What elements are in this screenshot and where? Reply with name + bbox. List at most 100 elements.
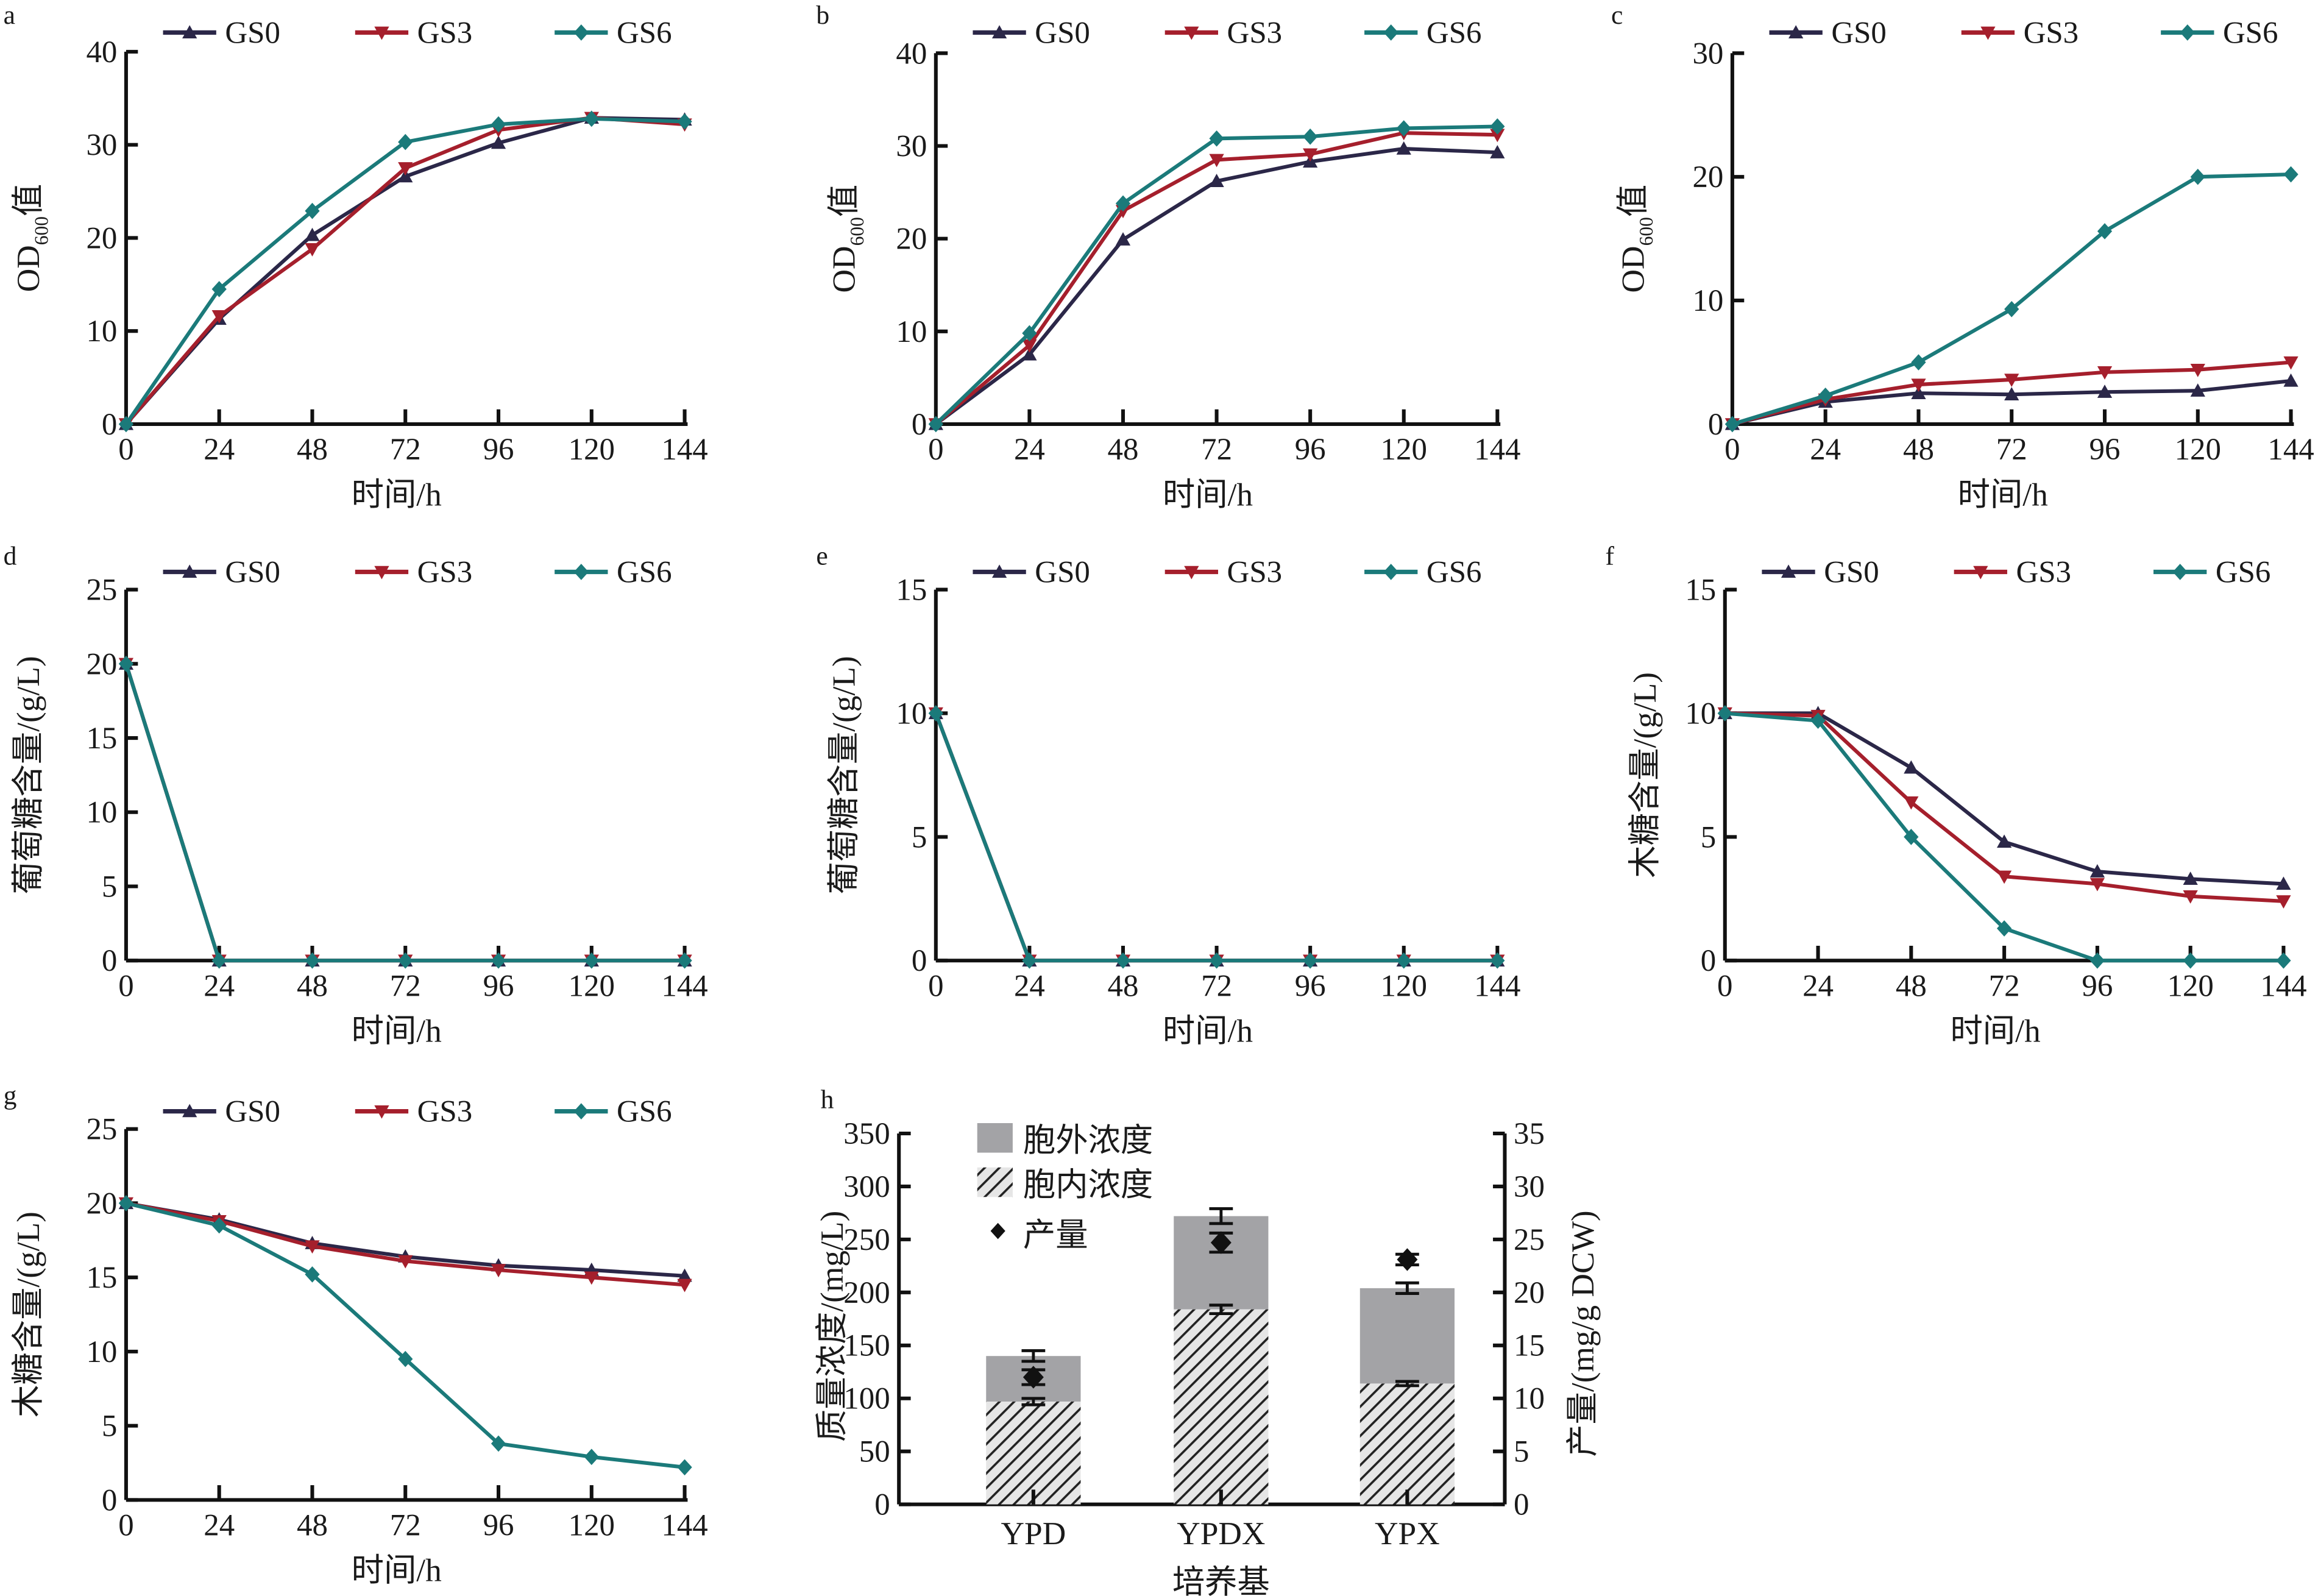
panel-h: h 0 50 100 150 200 250 300 350 0 5 10 15 20 25 30 35 YPD Y…: [813, 1085, 1601, 1596]
y-tick-label: 200: [843, 1276, 890, 1310]
legend-marker-icon: [1184, 566, 1199, 580]
x-tick-label: 144: [1474, 433, 1520, 467]
data-point: [118, 416, 134, 433]
y-tick-label: 20: [86, 221, 117, 255]
x-tick-label: 144: [661, 433, 707, 467]
legend-marker-icon: [990, 1222, 1005, 1240]
legend-label: 产量: [1023, 1216, 1088, 1253]
data-point: [1490, 129, 1505, 143]
panel-a: a 0 10 20 30 40 0 24 48 72 96 120 144 时间/h OD600值 GS0 GS…: [4, 1, 708, 513]
data-point: [211, 952, 227, 969]
legend-label: GS3: [2016, 555, 2072, 589]
legend-label: GS6: [1427, 16, 1482, 50]
data-point: [1911, 386, 1926, 399]
legend-marker-icon: [2172, 564, 2188, 580]
bar-extracellular: [1359, 1288, 1455, 1384]
y-tick-label: 5: [1701, 820, 1716, 854]
y-axis-label: 葡萄糖含量/(g/L): [825, 656, 862, 894]
data-point: [1396, 141, 1411, 155]
x-axis-label: 时间/h: [1950, 1013, 2040, 1049]
data-point: [1022, 952, 1037, 969]
y-tick-label: 50: [859, 1435, 890, 1469]
series-GS6: [118, 655, 692, 969]
legend-marker-icon: [182, 25, 197, 39]
x-tick-label: 72: [390, 1509, 421, 1543]
x-tick-label: 96: [2082, 969, 2113, 1003]
data-point: [584, 1271, 599, 1285]
data-point: [1115, 232, 1131, 246]
y-tick-label: 0: [102, 1483, 117, 1517]
data-point: [1818, 387, 1833, 404]
y-tick-label: 25: [86, 1113, 117, 1147]
x-tick-label: 120: [1381, 433, 1427, 467]
data-point: [398, 169, 413, 183]
legend-label: GS6: [617, 1095, 672, 1129]
y2-tick-label: 35: [1514, 1117, 1545, 1151]
data-point: [1209, 154, 1224, 168]
data-point: [398, 952, 413, 969]
x-tick-label: 24: [1014, 433, 1045, 467]
legend-marker-icon: [1184, 26, 1199, 40]
data-point: [2183, 952, 2198, 969]
panel-g: g 0 5 10 15 20 25 0 24 48 72 96 120 144 时间/h 木糖含量/(g/L)…: [4, 1080, 708, 1588]
data-point: [1490, 952, 1505, 969]
x-tick-label: 48: [1108, 969, 1139, 1003]
series-line: [934, 712, 1498, 963]
y-tick-label: 10: [86, 796, 117, 830]
yield-point: [1397, 1248, 1418, 1271]
x-tick-label: YPDX: [1177, 1515, 1265, 1552]
legend-label: GS6: [617, 555, 672, 589]
data-point: [211, 310, 227, 324]
data-point: [118, 655, 134, 672]
legend-label: GS3: [417, 16, 473, 50]
x-tick-label: 48: [1108, 433, 1139, 467]
x-tick-label: 24: [204, 433, 235, 467]
y-tick-label: 40: [86, 35, 117, 69]
y2-tick-label: 0: [1514, 1488, 1529, 1522]
x-tick-label: 0: [118, 1509, 133, 1543]
panel-label: g: [4, 1080, 17, 1110]
data-point: [1904, 760, 1919, 774]
x-tick-label: 96: [1295, 433, 1326, 467]
panel-label: a: [4, 1, 15, 30]
y-tick-label: 5: [102, 1410, 117, 1444]
series-GS0: [118, 110, 692, 430]
series-GS3: [928, 707, 1505, 968]
legend-marker-icon: [1383, 564, 1398, 580]
data-point: [1810, 712, 1826, 729]
series-line: [126, 1201, 685, 1469]
data-point: [305, 952, 320, 969]
x-tick-label: 120: [569, 433, 615, 467]
data-point: [584, 952, 599, 969]
y-axis-label: 木糖含量/(g/L): [10, 1211, 46, 1417]
x-tick-label: 48: [297, 433, 328, 467]
data-point: [398, 133, 413, 151]
y-tick-label: 0: [102, 408, 117, 442]
y2-axis-label: 产量/(mg/g DCW): [1564, 1210, 1601, 1456]
panel-f: f 0 5 10 15 0 24 48 72 96 120 144 时间/h 木糖含量/(g/L) GS0 G…: [1605, 541, 2306, 1049]
y-tick-label: 20: [86, 647, 117, 681]
legend-marker-icon: [1781, 564, 1796, 578]
series-GS6: [928, 705, 1505, 969]
data-point: [2183, 871, 2198, 885]
legend-label: GS3: [417, 1095, 473, 1129]
data-point: [928, 416, 943, 433]
x-axis-label: 时间/h: [1163, 476, 1253, 512]
legend-label: GS3: [2024, 16, 2079, 50]
x-tick-label: 96: [483, 1509, 514, 1543]
x-tick-label: 24: [1802, 969, 1834, 1003]
y-tick-label: 250: [843, 1223, 890, 1257]
y-axis-label-main: 葡萄糖含量/(g/L): [10, 656, 46, 894]
data-point: [1303, 128, 1318, 145]
legend-label: GS0: [1035, 555, 1090, 589]
data-point: [211, 281, 227, 297]
data-point: [491, 116, 506, 133]
x-tick-label: 96: [483, 969, 514, 1003]
x-tick-label: 0: [928, 433, 943, 467]
y-tick-label: 350: [843, 1117, 890, 1151]
y2-tick-label: 15: [1514, 1329, 1545, 1363]
x-tick-label: 72: [1201, 433, 1232, 467]
x-tick-label: 72: [1989, 969, 2020, 1003]
data-point: [491, 1264, 506, 1278]
x-tick-label: 120: [569, 969, 615, 1003]
